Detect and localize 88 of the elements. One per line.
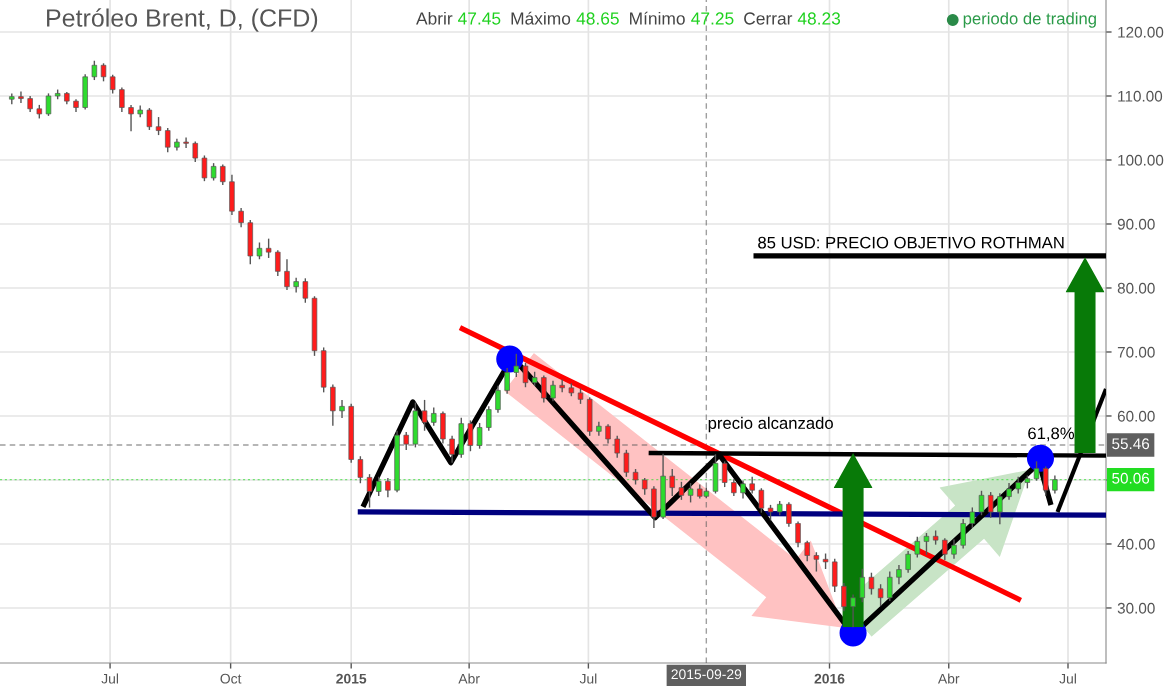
y-tick-label: 40.00 [1117,538,1155,550]
y-tick-label: 30.00 [1117,602,1155,614]
candlestick [339,399,345,418]
candlestick [293,277,299,293]
candlestick [559,379,565,393]
candlestick [859,568,865,603]
chart-title: Petróleo Brent, D, (CFD) [47,8,318,32]
candlestick [302,278,309,303]
candlestick [786,502,792,527]
x-tick-label: Jul [579,673,597,684]
candlestick [795,521,801,548]
ref-line-label: 50.06 [1112,472,1150,484]
annotation: 48.65 [576,12,619,25]
annotation: 85 USD: PRECIO OBJETIVO ROTHMAN [758,236,1064,249]
x-tick-label: Abr [937,673,960,684]
candlestick [366,474,373,508]
x-tick-label: 2016 [814,673,845,684]
candlestick [550,380,556,402]
candlestick [522,362,529,388]
y-tick-label: 110.00 [1118,90,1163,102]
candlestick [165,127,171,153]
x-tick-label: Jul [101,673,119,684]
ref-line-label: 2015-09-29 [671,669,742,680]
candlestick [45,93,52,116]
annotation: 61,8% [1028,427,1075,442]
annotation: precio alcanzado [708,416,833,433]
candlestick [887,571,893,601]
annotation: Abrir [416,11,453,25]
candlestick [486,406,492,431]
candlestick [905,550,911,573]
candlestick [669,469,675,497]
x-tick-label: Abr [458,673,480,684]
candlestick [923,533,930,555]
y-tick-label: 120.00 [1118,26,1164,38]
candlestick [146,108,153,130]
candlestick [449,435,455,463]
candlestick [960,518,966,549]
candlestick [850,594,856,628]
x-tick-label: Jul [1059,673,1076,684]
x-tick-label: Oct [220,673,242,684]
candlestick [275,250,281,276]
candlestick [192,141,198,162]
candlestick [942,538,948,561]
candlestick [504,367,510,394]
candlestick [330,384,336,426]
y-tick-label: 100.00 [1118,154,1164,166]
candlestick [421,399,428,431]
candlestick [119,87,125,113]
y-tick-label: 80.00 [1117,282,1155,294]
x-tick-label: 2015 [336,673,367,684]
candlestick [877,584,884,607]
candlestick [987,492,994,518]
candlestick [969,507,976,529]
point [1026,444,1055,472]
annotation: periodo de trading [963,12,1096,28]
candlestick [284,259,290,290]
y-tick-label: 90.00 [1117,218,1155,230]
candlestick [128,104,134,132]
candlestick [495,385,501,413]
candlestick [357,456,364,484]
candlestick [513,353,520,377]
candlestick [18,91,24,104]
candlestick [614,435,620,458]
candlestick [476,422,483,449]
candlestick [758,488,765,513]
candlestick [721,461,728,488]
candlestick [868,572,875,595]
candlestick [997,493,1003,525]
annotation: 47.45 [458,12,501,25]
candlestick [183,137,189,148]
ref-line-label: 55.46 [1112,438,1150,450]
candlestick [804,540,810,562]
candlestick [467,420,474,452]
candlestick [978,490,985,516]
annotation: Máximo [511,11,571,25]
candlestick [914,536,921,558]
annotation: Mínimo [630,11,685,25]
candlestick [220,164,226,186]
candlestick [623,449,630,477]
candlestick [1043,466,1049,497]
annotation: 47.25 [691,12,734,25]
candlestick [201,155,208,182]
candlestick [541,375,547,403]
annotation: 48.23 [797,12,841,25]
annotation: Cerrar [744,12,793,25]
candlestick [841,582,847,612]
y-tick-label: 70.00 [1117,346,1155,358]
y-tick-label: 60.00 [1117,410,1155,422]
